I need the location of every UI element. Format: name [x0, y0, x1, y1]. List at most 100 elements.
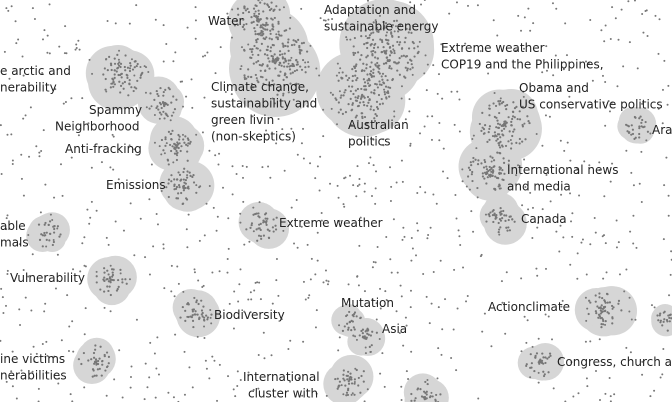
node: [255, 228, 258, 231]
node: [266, 54, 269, 57]
node: [576, 252, 579, 255]
node: [346, 389, 350, 392]
node: [398, 57, 401, 60]
node: [172, 161, 175, 164]
node: [178, 186, 181, 189]
node: [525, 364, 528, 368]
node: [356, 165, 359, 168]
node: [53, 225, 56, 228]
node: [524, 186, 527, 189]
node: [170, 264, 173, 267]
node: [264, 28, 267, 31]
node: [640, 125, 643, 128]
node: [64, 100, 67, 103]
node: [41, 234, 44, 237]
node: [175, 158, 179, 162]
node: [206, 316, 210, 319]
node: [251, 86, 254, 89]
node: [5, 380, 8, 383]
node: [91, 368, 95, 371]
node: [502, 100, 505, 104]
node: [261, 166, 264, 169]
node: [566, 141, 569, 144]
node: [393, 61, 396, 64]
node: [289, 72, 292, 75]
node: [578, 91, 581, 94]
node: [504, 144, 508, 148]
node: [89, 216, 92, 219]
node: [474, 158, 477, 161]
node: [157, 108, 160, 111]
node: [378, 83, 381, 86]
cluster-label: politics: [348, 135, 391, 149]
node: [382, 82, 386, 85]
node: [542, 370, 545, 373]
node: [31, 370, 34, 373]
node: [267, 83, 270, 87]
node: [552, 74, 555, 77]
node: [117, 62, 120, 65]
node: [530, 362, 533, 365]
node: [638, 136, 641, 139]
node: [226, 12, 229, 15]
node: [529, 353, 532, 356]
node: [257, 53, 260, 57]
node: [338, 90, 341, 93]
node: [58, 45, 61, 48]
node: [350, 382, 354, 385]
node: [35, 145, 38, 148]
node: [300, 42, 304, 45]
node: [121, 396, 124, 399]
node: [556, 85, 559, 88]
node: [350, 319, 353, 322]
node: [494, 175, 497, 178]
node: [396, 69, 399, 72]
node: [529, 376, 532, 379]
node: [359, 316, 362, 319]
node: [45, 340, 48, 343]
node: [611, 6, 614, 9]
node: [29, 106, 32, 109]
node: [408, 28, 411, 31]
node: [606, 293, 609, 296]
node: [203, 96, 206, 99]
node: [495, 139, 498, 142]
node: [20, 177, 23, 180]
node: [440, 353, 443, 356]
node: [380, 97, 383, 101]
node: [388, 59, 391, 62]
node: [184, 182, 187, 185]
node: [476, 162, 480, 166]
node: [500, 124, 503, 128]
node: [662, 348, 665, 351]
node: [382, 144, 385, 147]
node: [90, 166, 93, 169]
cluster-label: Neighborhood: [55, 120, 140, 134]
node: [184, 135, 187, 138]
node: [376, 61, 379, 65]
node: [337, 111, 340, 114]
cluster-label: Ara: [652, 123, 672, 137]
node: [304, 61, 307, 64]
node: [389, 199, 392, 202]
node: [46, 34, 49, 37]
node: [93, 362, 96, 365]
node: [409, 1, 412, 4]
cluster-label: Adaptation and: [324, 3, 416, 17]
node: [416, 229, 419, 232]
node: [139, 76, 142, 79]
node: [407, 31, 410, 34]
node: [605, 271, 608, 274]
node: [520, 350, 523, 353]
node: [489, 211, 492, 214]
node: [396, 271, 399, 274]
node: [511, 134, 514, 138]
node: [610, 101, 613, 104]
node: [379, 287, 382, 290]
node: [601, 235, 604, 238]
node: [133, 148, 136, 151]
node: [280, 64, 283, 67]
node: [588, 299, 591, 302]
node: [489, 175, 492, 178]
node: [270, 354, 273, 357]
